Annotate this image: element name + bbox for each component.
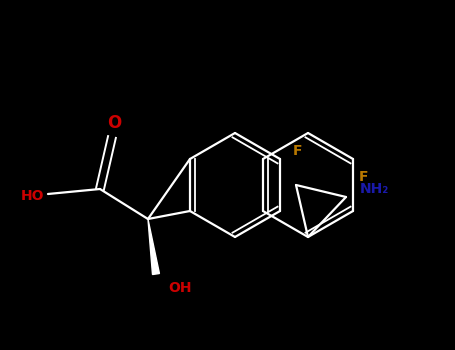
- Polygon shape: [148, 219, 159, 274]
- Text: O: O: [107, 114, 121, 132]
- Text: OH: OH: [168, 281, 192, 295]
- Text: F: F: [293, 144, 303, 158]
- Text: F: F: [358, 170, 368, 184]
- Text: HO: HO: [20, 189, 44, 203]
- Text: NH₂: NH₂: [360, 182, 389, 196]
